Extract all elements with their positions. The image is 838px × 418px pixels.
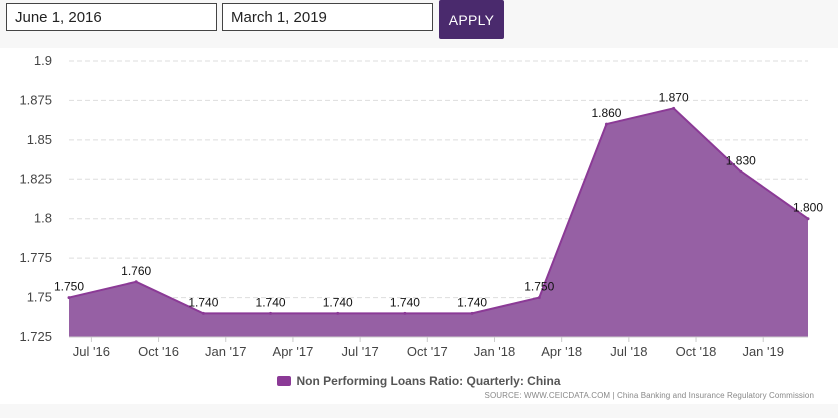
data-label: 1.760 bbox=[121, 264, 151, 278]
data-point bbox=[537, 296, 541, 300]
y-tick-label: 1.75 bbox=[27, 290, 52, 305]
npl-area-chart: 1.725 1.75 1.775 1.8 1.825 1.85 1.875 1.9 1.750 1… bbox=[19, 53, 823, 359]
data-point bbox=[201, 311, 205, 315]
x-tick-label: Apr '17 bbox=[273, 344, 314, 359]
x-tick-label: Oct '18 bbox=[676, 344, 717, 359]
y-tick-label: 1.8 bbox=[34, 211, 52, 226]
data-label: 1.860 bbox=[591, 106, 621, 120]
x-tick-label: Apr '18 bbox=[541, 344, 582, 359]
x-tick-label: Oct '17 bbox=[407, 344, 448, 359]
legend-label: Non Performing Loans Ratio: Quarterly: C… bbox=[296, 374, 561, 388]
y-tick-label: 1.875 bbox=[19, 92, 52, 107]
data-point bbox=[67, 296, 71, 300]
x-tick-label: Jul '16 bbox=[73, 344, 110, 359]
start-date-input[interactable] bbox=[6, 3, 217, 31]
y-tick-label: 1.725 bbox=[19, 329, 52, 344]
legend-swatch bbox=[277, 376, 292, 386]
chart-panel: 1.725 1.75 1.775 1.8 1.825 1.85 1.875 1.9 1.750 1… bbox=[0, 48, 838, 404]
x-tick-label: Jul '18 bbox=[610, 344, 647, 359]
data-point bbox=[604, 122, 608, 126]
data-point bbox=[806, 217, 810, 221]
data-label: 1.740 bbox=[256, 295, 286, 309]
data-point bbox=[470, 311, 474, 315]
data-label: 1.750 bbox=[54, 280, 84, 294]
end-date-input[interactable] bbox=[222, 3, 433, 31]
x-tick-label: Oct '16 bbox=[138, 344, 179, 359]
y-tick-label: 1.775 bbox=[19, 250, 52, 265]
data-label: 1.740 bbox=[323, 295, 353, 309]
data-point bbox=[336, 311, 340, 315]
data-point bbox=[403, 311, 407, 315]
x-tick-label: Jan '18 bbox=[474, 344, 516, 359]
data-point bbox=[672, 106, 676, 110]
data-label: 1.740 bbox=[188, 295, 218, 309]
area-fill bbox=[69, 108, 808, 337]
data-label: 1.830 bbox=[726, 153, 756, 167]
x-tick-label: Jul '17 bbox=[342, 344, 379, 359]
series-line bbox=[68, 107, 809, 315]
x-tick-label: Jan '19 bbox=[742, 344, 784, 359]
data-label: 1.750 bbox=[524, 280, 554, 294]
y-tick-label: 1.85 bbox=[27, 132, 52, 147]
x-tick-label: Jan '17 bbox=[205, 344, 247, 359]
source-credit: SOURCE: WWW.CEICDATA.COM | China Banking… bbox=[484, 391, 814, 400]
data-label: 1.800 bbox=[793, 201, 823, 215]
y-tick-label: 1.825 bbox=[19, 171, 52, 186]
chart-legend[interactable]: Non Performing Loans Ratio: Quarterly: C… bbox=[0, 374, 838, 388]
data-label: 1.870 bbox=[659, 90, 689, 104]
data-point bbox=[134, 280, 138, 284]
data-label: 1.740 bbox=[457, 295, 487, 309]
data-point bbox=[739, 169, 743, 173]
apply-button[interactable]: APPLY bbox=[439, 0, 504, 39]
data-label: 1.740 bbox=[390, 295, 420, 309]
data-point bbox=[269, 311, 273, 315]
date-range-controls: APPLY bbox=[0, 0, 838, 48]
y-tick-label: 1.9 bbox=[34, 53, 52, 68]
